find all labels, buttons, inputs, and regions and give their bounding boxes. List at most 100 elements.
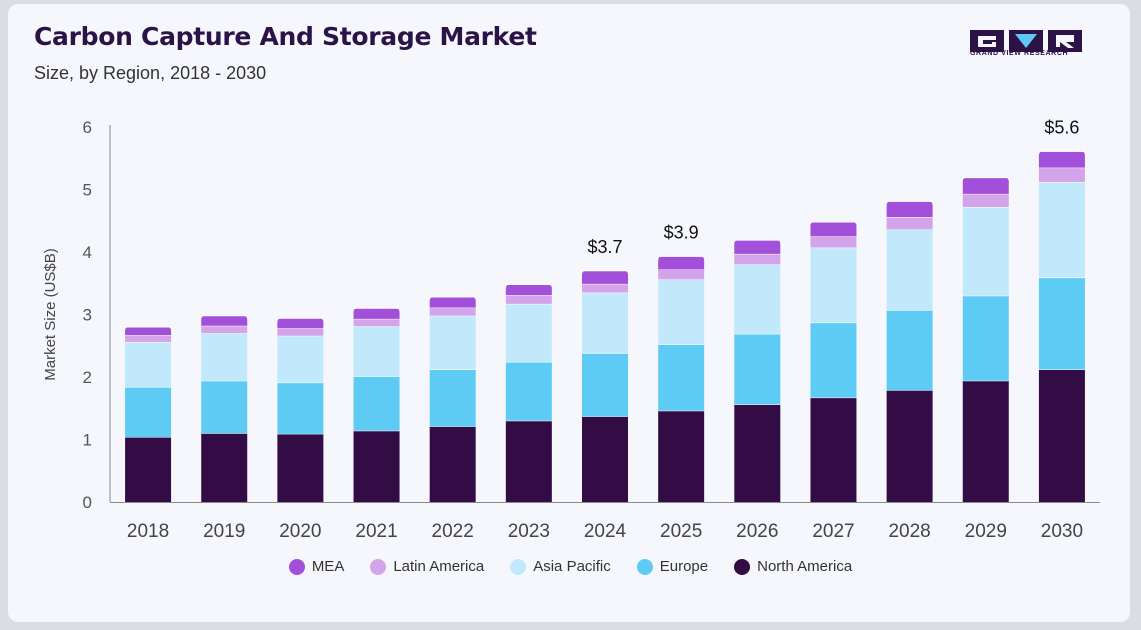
legend-swatch-north-america — [734, 558, 751, 575]
bar-segment-mea-2020 — [277, 318, 324, 329]
legend-swatch-asia-pacific — [510, 558, 527, 575]
bar-segment-mea-2030 — [1038, 151, 1085, 168]
bar-segment-asia-pacific-2027 — [810, 247, 857, 323]
bar-segment-asia-pacific-2018 — [125, 342, 172, 387]
bar-segment-latin-america-2021 — [353, 318, 400, 327]
bar-segment-europe-2019 — [201, 380, 248, 434]
y-tick-label: 5 — [83, 181, 92, 200]
bar-segment-asia-pacific-2021 — [353, 326, 400, 377]
x-tick-label-2022: 2022 — [432, 521, 474, 542]
x-tick-label-2026: 2026 — [736, 521, 778, 542]
bar-segment-north-america-2029 — [962, 380, 1009, 502]
bar-segment-latin-america-2019 — [201, 325, 248, 334]
x-tick-label-2030: 2030 — [1041, 521, 1083, 542]
legend-swatch-latin-america — [370, 558, 387, 575]
legend-item-latin-america: Latin America — [370, 558, 484, 575]
y-axis-title: Market Size (US$B) — [42, 248, 59, 381]
bar-segment-europe-2027 — [810, 322, 857, 398]
bar-segment-north-america-2030 — [1038, 369, 1085, 502]
bar-segment-latin-america-2026 — [734, 253, 781, 265]
bar-segment-europe-2021 — [353, 376, 400, 431]
bar-segment-asia-pacific-2029 — [962, 207, 1009, 296]
bar-segment-europe-2029 — [962, 295, 1009, 381]
data-label-2030: $5.6 — [1044, 117, 1079, 137]
bar-segment-mea-2021 — [353, 308, 400, 319]
bar-segment-north-america-2021 — [353, 430, 400, 502]
bar-segment-north-america-2028 — [886, 390, 933, 502]
bar-segment-europe-2024 — [582, 353, 628, 417]
bar-segment-asia-pacific-2024 — [582, 292, 628, 354]
y-tick-label: 3 — [83, 306, 92, 325]
bar-segment-europe-2023 — [505, 362, 552, 421]
bar-segment-north-america-2026 — [734, 404, 781, 502]
bar-segment-mea-2029 — [962, 177, 1009, 194]
bar-segment-europe-2018 — [125, 387, 172, 437]
bar-segment-mea-2025 — [658, 256, 705, 270]
legend-label-north-america: North America — [757, 558, 853, 575]
chart-subtitle: Size, by Region, 2018 - 2030 — [34, 63, 267, 83]
legend-label-europe: Europe — [659, 558, 709, 575]
brand-name: GRAND VIEW RESEARCH — [970, 50, 1069, 57]
bar-segment-asia-pacific-2019 — [201, 333, 248, 381]
chart-card — [8, 4, 1130, 622]
legend-item-asia-pacific: Asia Pacific — [510, 558, 611, 575]
bar-segment-latin-america-2018 — [125, 335, 172, 342]
bar-segment-north-america-2027 — [810, 397, 857, 502]
bar-segment-latin-america-2025 — [658, 269, 705, 280]
bar-segment-latin-america-2027 — [810, 236, 857, 248]
bar-segment-asia-pacific-2022 — [429, 315, 476, 370]
data-label-2025: $3.9 — [664, 222, 699, 242]
bar-segment-europe-2028 — [886, 310, 933, 391]
bar-segment-north-america-2022 — [429, 426, 476, 502]
chart-legend: MEA Latin America Asia Pacific Europe North … — [0, 558, 1141, 575]
bar-segment-north-america-2020 — [277, 433, 324, 502]
bar-segment-latin-america-2023 — [505, 295, 552, 304]
bar-segment-asia-pacific-2026 — [734, 264, 781, 334]
bar-segment-latin-america-2030 — [1038, 167, 1085, 182]
bar-segment-mea-2018 — [125, 327, 172, 336]
bar-segment-mea-2019 — [201, 315, 248, 326]
legend-label-asia-pacific: Asia Pacific — [533, 558, 611, 575]
bar-segment-asia-pacific-2025 — [658, 279, 705, 345]
x-tick-label-2028: 2028 — [888, 521, 930, 542]
x-tick-label-2025: 2025 — [660, 521, 702, 542]
bar-segment-north-america-2023 — [505, 420, 552, 502]
bar-segment-north-america-2019 — [201, 433, 248, 502]
bar-segment-north-america-2024 — [582, 416, 628, 502]
bar-segment-asia-pacific-2020 — [277, 335, 324, 383]
x-tick-label-2024: 2024 — [584, 521, 627, 542]
legend-item-europe: Europe — [636, 558, 709, 575]
bar-segment-asia-pacific-2023 — [505, 303, 552, 362]
chart-title: Carbon Capture And Storage Market — [34, 22, 537, 51]
bar-segment-latin-america-2029 — [962, 193, 1009, 207]
bar-segment-europe-2022 — [429, 369, 476, 427]
bar-segment-europe-2020 — [277, 382, 324, 434]
x-tick-label-2020: 2020 — [279, 521, 321, 542]
bar-segment-mea-2022 — [429, 297, 476, 308]
y-tick-label: 0 — [83, 493, 92, 512]
bar-segment-europe-2025 — [658, 344, 705, 411]
y-tick-label: 1 — [83, 431, 92, 450]
legend-swatch-mea — [288, 558, 305, 575]
legend-label-mea: MEA — [311, 558, 345, 575]
bar-segment-latin-america-2024 — [582, 283, 628, 293]
bar-segment-mea-2027 — [810, 222, 857, 237]
bar-segment-mea-2028 — [886, 201, 933, 217]
y-tick-label: 6 — [83, 118, 92, 137]
legend-swatch-europe — [636, 558, 653, 575]
bar-segment-mea-2024 — [582, 270, 628, 284]
x-tick-label-2023: 2023 — [508, 521, 550, 542]
x-tick-label-2019: 2019 — [203, 521, 245, 542]
x-tick-label-2029: 2029 — [965, 521, 1007, 542]
bar-segment-asia-pacific-2030 — [1038, 182, 1085, 278]
y-tick-label: 4 — [83, 243, 92, 262]
legend-item-north-america: North America — [734, 558, 852, 575]
bar-segment-latin-america-2022 — [429, 307, 476, 316]
x-tick-label-2027: 2027 — [812, 521, 854, 542]
bar-segment-latin-america-2028 — [886, 217, 933, 230]
brand-logo-icon — [970, 30, 1082, 52]
bar-segment-latin-america-2020 — [277, 328, 324, 336]
bar-segment-mea-2023 — [505, 284, 552, 296]
bar-segment-north-america-2025 — [658, 410, 705, 502]
